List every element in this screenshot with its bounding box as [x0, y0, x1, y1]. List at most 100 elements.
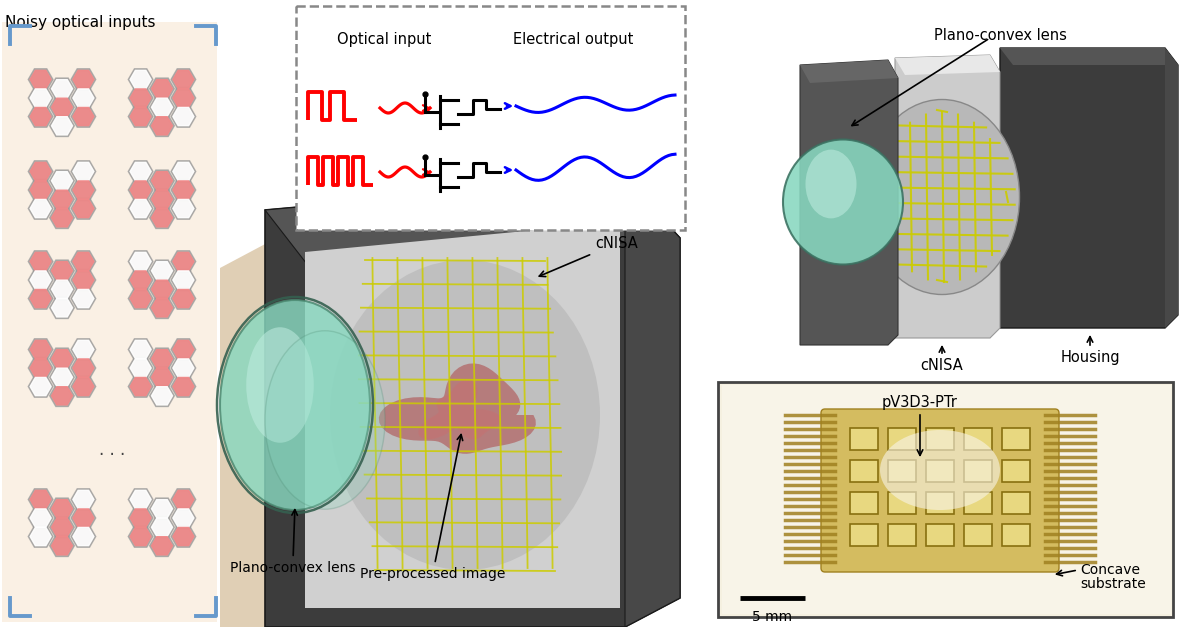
Polygon shape	[128, 489, 153, 510]
Polygon shape	[150, 78, 174, 100]
Polygon shape	[28, 198, 53, 219]
Ellipse shape	[330, 260, 600, 570]
Polygon shape	[1165, 48, 1178, 328]
Polygon shape	[172, 357, 195, 379]
Polygon shape	[30, 162, 51, 181]
Polygon shape	[151, 209, 173, 227]
FancyBboxPatch shape	[964, 492, 993, 514]
Ellipse shape	[265, 331, 384, 509]
Ellipse shape	[246, 327, 313, 443]
FancyBboxPatch shape	[888, 428, 916, 450]
Polygon shape	[173, 89, 194, 107]
Polygon shape	[30, 509, 51, 527]
Polygon shape	[28, 69, 53, 90]
Text: pV3D3-PTr: pV3D3-PTr	[883, 395, 958, 410]
Ellipse shape	[880, 430, 1000, 510]
Polygon shape	[151, 172, 173, 190]
Text: Noisy optical inputs: Noisy optical inputs	[5, 15, 155, 30]
Polygon shape	[128, 357, 153, 379]
FancyBboxPatch shape	[888, 492, 916, 514]
Polygon shape	[173, 199, 194, 218]
FancyBboxPatch shape	[964, 428, 993, 450]
Polygon shape	[71, 489, 96, 510]
Polygon shape	[172, 198, 195, 219]
Polygon shape	[130, 199, 151, 218]
Polygon shape	[52, 117, 72, 135]
FancyBboxPatch shape	[926, 492, 953, 514]
Polygon shape	[28, 288, 53, 309]
Polygon shape	[128, 106, 153, 127]
Polygon shape	[172, 270, 195, 291]
Polygon shape	[73, 527, 93, 545]
Polygon shape	[71, 339, 96, 360]
FancyBboxPatch shape	[926, 460, 953, 482]
Polygon shape	[50, 535, 75, 557]
Polygon shape	[71, 288, 96, 309]
Polygon shape	[173, 70, 194, 88]
Polygon shape	[172, 507, 195, 529]
Polygon shape	[151, 518, 173, 536]
Polygon shape	[73, 271, 93, 289]
Polygon shape	[50, 207, 75, 228]
Polygon shape	[151, 117, 173, 135]
Polygon shape	[50, 170, 75, 191]
Polygon shape	[173, 377, 194, 396]
Polygon shape	[150, 170, 174, 191]
Polygon shape	[128, 69, 153, 90]
FancyBboxPatch shape	[718, 382, 1174, 617]
Polygon shape	[52, 190, 72, 208]
Polygon shape	[1000, 48, 1178, 65]
Polygon shape	[173, 107, 194, 125]
Polygon shape	[30, 377, 51, 396]
Text: cNISA: cNISA	[539, 236, 638, 277]
Polygon shape	[130, 181, 151, 199]
Polygon shape	[28, 526, 53, 547]
Polygon shape	[73, 107, 93, 125]
FancyBboxPatch shape	[722, 385, 1171, 614]
Polygon shape	[28, 251, 53, 272]
FancyBboxPatch shape	[821, 409, 1059, 572]
Polygon shape	[71, 376, 96, 398]
Polygon shape	[173, 181, 194, 199]
Polygon shape	[128, 161, 153, 182]
Polygon shape	[130, 253, 151, 271]
Polygon shape	[50, 78, 75, 100]
Polygon shape	[30, 70, 51, 88]
Polygon shape	[30, 181, 51, 199]
FancyBboxPatch shape	[296, 6, 685, 230]
Polygon shape	[28, 507, 53, 529]
Polygon shape	[52, 350, 72, 368]
Polygon shape	[128, 270, 153, 291]
Polygon shape	[172, 161, 195, 182]
Polygon shape	[172, 526, 195, 547]
Polygon shape	[172, 376, 195, 398]
Polygon shape	[50, 297, 75, 319]
Polygon shape	[151, 190, 173, 208]
Polygon shape	[173, 359, 194, 377]
Polygon shape	[130, 89, 151, 107]
Polygon shape	[150, 207, 174, 228]
Polygon shape	[151, 368, 173, 386]
Polygon shape	[128, 376, 153, 398]
Polygon shape	[52, 518, 72, 536]
Polygon shape	[73, 340, 93, 359]
Polygon shape	[52, 537, 72, 555]
Polygon shape	[150, 278, 174, 300]
Polygon shape	[128, 87, 153, 108]
Polygon shape	[150, 348, 174, 369]
Polygon shape	[71, 526, 96, 547]
Polygon shape	[73, 89, 93, 107]
FancyBboxPatch shape	[888, 460, 916, 482]
Text: Plano-convex lens: Plano-convex lens	[933, 28, 1066, 43]
Polygon shape	[52, 98, 72, 117]
Ellipse shape	[806, 150, 856, 218]
Polygon shape	[150, 367, 174, 388]
Polygon shape	[128, 507, 153, 529]
Polygon shape	[30, 89, 51, 107]
Polygon shape	[73, 490, 93, 508]
Polygon shape	[265, 178, 680, 268]
Polygon shape	[52, 298, 72, 317]
Polygon shape	[130, 162, 151, 181]
Polygon shape	[28, 87, 53, 108]
Polygon shape	[172, 489, 195, 510]
